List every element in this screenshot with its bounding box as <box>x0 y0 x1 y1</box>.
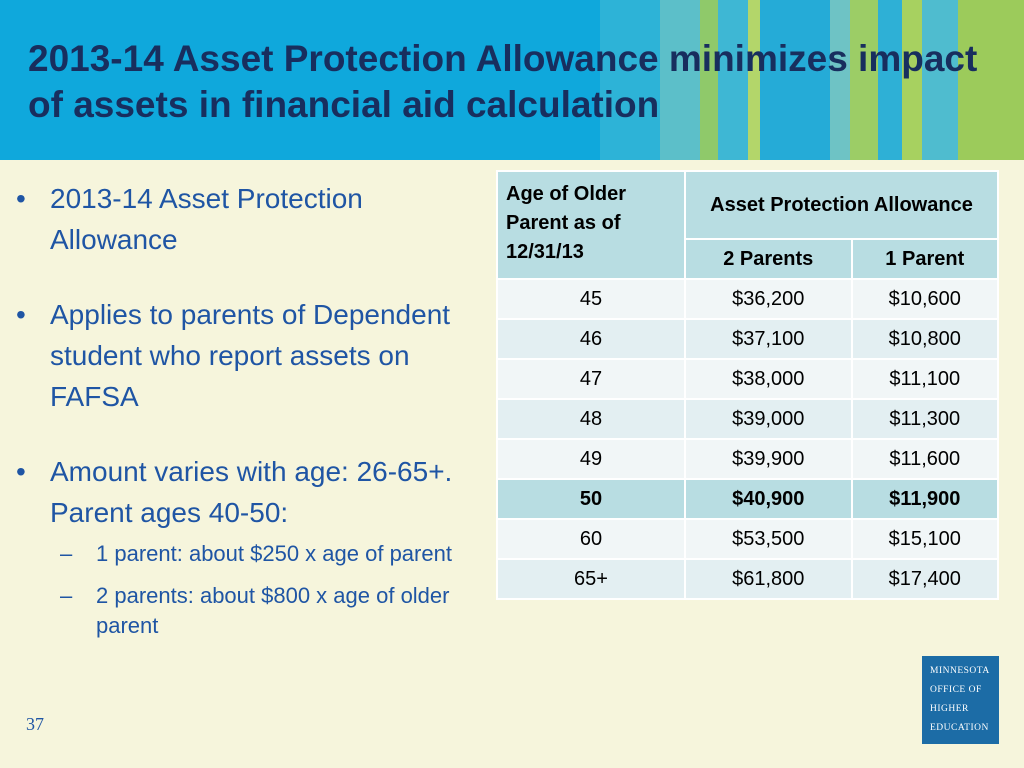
one-parent-cell: $10,800 <box>850 318 1000 360</box>
table-header-row: Age of Older Parent as of 12/31/13 Asset… <box>496 170 999 280</box>
banner-stripe <box>850 0 878 160</box>
age-cell: 65+ <box>496 558 686 600</box>
mohe-logo: Minnesota Office of Higher Education <box>922 656 999 744</box>
logo-line: Higher <box>930 704 969 714</box>
age-cell: 49 <box>496 438 686 480</box>
banner-stripe <box>958 0 1024 160</box>
two-parents-cell: $40,900 <box>684 478 853 520</box>
one-parent-cell: $17,400 <box>850 558 1000 600</box>
table-row: 65+ $61,800 $17,400 <box>496 558 1000 600</box>
two-parents-cell: $61,800 <box>684 558 853 600</box>
age-cell: 46 <box>496 318 686 360</box>
bullet-list: • 2013-14 Asset Protection Allowance • A… <box>16 178 476 675</box>
bullet-dot-icon: • <box>16 299 26 330</box>
bullet-text: Amount varies with age: 26-65+. Parent a… <box>50 456 453 528</box>
age-cell: 48 <box>496 398 686 440</box>
table-row: 46 $37,100 $10,800 <box>496 318 1000 360</box>
age-cell: 60 <box>496 518 686 560</box>
bullet-dot-icon: • <box>16 183 26 214</box>
one-parent-cell: $11,300 <box>850 398 1000 440</box>
logo-line: Education <box>930 723 989 733</box>
table-row: 49 $39,900 $11,600 <box>496 438 1000 480</box>
banner-stripe <box>878 0 902 160</box>
two-parents-cell: $39,900 <box>684 438 853 480</box>
table-row: 60 $53,500 $15,100 <box>496 518 1000 560</box>
bullet-item: • Applies to parents of Dependent studen… <box>16 294 476 417</box>
bullet-item: • 2013-14 Asset Protection Allowance <box>16 178 476 260</box>
banner-stripe <box>760 0 830 160</box>
table-row: 45 $36,200 $10,600 <box>496 278 1000 320</box>
two-parents-header: 2 Parents <box>684 238 853 280</box>
table-row: 48 $39,000 $11,300 <box>496 398 1000 440</box>
age-cell: 50 <box>496 478 686 520</box>
bullet-text: Applies to parents of Dependent student … <box>50 299 451 412</box>
table-subheader-row: 2 Parents 1 Parent <box>497 238 1000 280</box>
sub-bullet-text: 2 parents: about $800 x age of older par… <box>96 583 450 638</box>
table-row-highlighted: 50 $40,900 $11,900 <box>496 478 1000 520</box>
logo-line: Office of <box>930 685 982 695</box>
logo-line: Minnesota <box>930 666 990 676</box>
one-parent-cell: $11,600 <box>850 438 1000 480</box>
banner-stripe <box>922 0 958 160</box>
one-parent-cell: $15,100 <box>850 518 1000 560</box>
banner-stripe <box>718 0 748 160</box>
bullet-item: • Amount varies with age: 26-65+. Parent… <box>16 451 476 641</box>
one-parent-cell: $11,900 <box>850 478 1000 520</box>
two-parents-cell: $36,200 <box>684 278 853 320</box>
banner-stripe <box>830 0 850 160</box>
sub-bullet-list: – 1 parent: about $250 x age of parent –… <box>50 539 476 641</box>
banner-stripe <box>700 0 718 160</box>
two-parents-cell: $37,100 <box>684 318 853 360</box>
bullet-dot-icon: • <box>16 456 26 487</box>
apa-column-header: Asset Protection Allowance <box>684 170 999 240</box>
slide-title: 2013-14 Asset Protection Allowance minim… <box>28 38 978 125</box>
banner-stripe <box>660 0 700 160</box>
sub-bullet-item: – 2 parents: about $800 x age of older p… <box>50 581 476 641</box>
sub-bullet-item: – 1 parent: about $250 x age of parent <box>50 539 476 569</box>
bullet-text: 2013-14 Asset Protection Allowance <box>50 183 363 255</box>
one-parent-cell: $11,100 <box>850 358 1000 400</box>
page-number: 37 <box>26 714 44 734</box>
table-row: 47 $38,000 $11,100 <box>496 358 1000 400</box>
one-parent-header: 1 Parent <box>850 238 1000 280</box>
age-cell: 45 <box>496 278 686 320</box>
two-parents-cell: $53,500 <box>684 518 853 560</box>
age-column-header: Age of Older Parent as of 12/31/13 <box>496 170 686 280</box>
age-cell: 47 <box>496 358 686 400</box>
sub-bullet-text: 1 parent: about $250 x age of parent <box>96 541 452 566</box>
banner-stripe <box>902 0 922 160</box>
two-parents-cell: $39,000 <box>684 398 853 440</box>
dash-icon: – <box>60 583 73 608</box>
one-parent-cell: $10,600 <box>850 278 1000 320</box>
banner-stripe <box>600 0 660 160</box>
dash-icon: – <box>60 541 73 566</box>
asset-protection-table: Age of Older Parent as of 12/31/13 Asset… <box>496 170 1000 600</box>
two-parents-cell: $38,000 <box>684 358 853 400</box>
banner-stripe <box>748 0 760 160</box>
header-banner: 2013-14 Asset Protection Allowance minim… <box>0 0 1024 160</box>
